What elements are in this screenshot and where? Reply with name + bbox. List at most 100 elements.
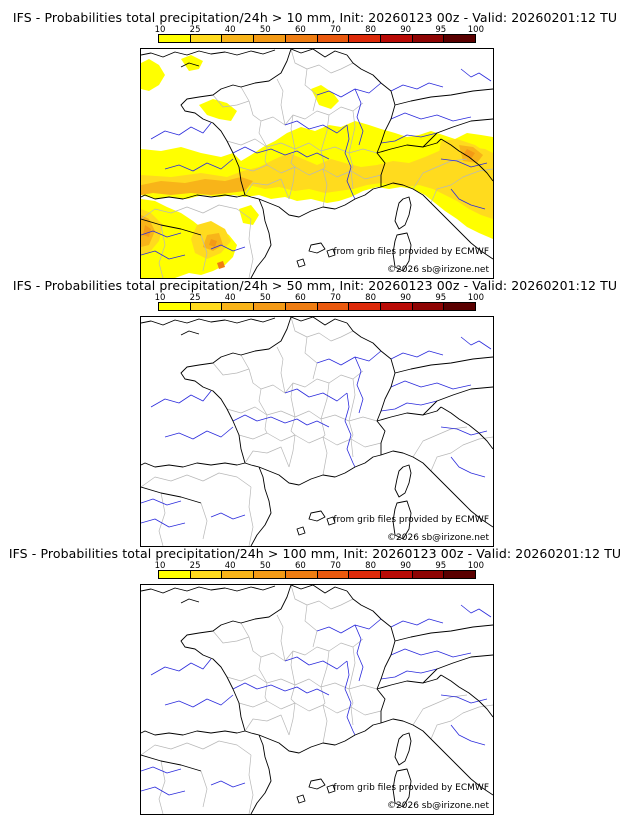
country-border — [141, 486, 202, 504]
scale-tick-label: 10 — [154, 293, 166, 303]
river — [450, 724, 486, 746]
region-boundary — [304, 336, 318, 380]
river — [232, 146, 330, 160]
country-border — [141, 218, 202, 236]
scale-color-segment — [380, 303, 413, 310]
scale-color-segment — [254, 571, 286, 578]
region-boundary — [288, 382, 296, 468]
scale-tick-label: 25 — [189, 293, 201, 303]
country-border — [394, 356, 493, 374]
scale-color-segment — [444, 35, 476, 42]
region-boundary — [226, 138, 378, 154]
scale-tick-label: 25 — [189, 561, 201, 571]
map-panel: from grib files provided by ECMWF ©2026 … — [140, 48, 494, 279]
river — [450, 456, 486, 478]
river — [354, 624, 364, 682]
river — [390, 618, 444, 628]
coastline — [250, 734, 272, 814]
scale-tick-label: 95 — [435, 293, 447, 303]
credit-source: from grib files provided by ECMWF — [333, 515, 489, 525]
river — [344, 660, 356, 736]
region-boundary — [141, 204, 252, 220]
scale-tick-label: 80 — [365, 25, 377, 35]
river — [380, 400, 438, 412]
country-border — [244, 462, 260, 468]
precip-area — [463, 149, 475, 159]
scale-tick-label: 50 — [259, 25, 271, 35]
island-coastline — [296, 258, 306, 268]
scale-color-segment — [254, 35, 286, 42]
region-boundary — [320, 650, 330, 744]
coastline — [180, 49, 292, 196]
river — [210, 780, 246, 788]
scale-tick-label: 10 — [154, 25, 166, 35]
scale-tick-label: 25 — [189, 25, 201, 35]
scale-color-segment — [222, 571, 255, 578]
coastline — [440, 406, 493, 450]
coastline — [180, 317, 292, 464]
river — [460, 336, 492, 350]
precip-area — [141, 199, 237, 278]
scale-color-segment — [222, 35, 255, 42]
river — [450, 188, 486, 210]
region-boundary — [258, 388, 268, 434]
coastline — [290, 585, 348, 594]
scale-tick-label: 100 — [467, 561, 485, 571]
region-boundary — [290, 49, 354, 74]
scale-tick-label: 40 — [224, 561, 236, 571]
scale-color-segment — [190, 303, 223, 310]
region-boundary — [200, 770, 208, 808]
region-boundary — [258, 120, 268, 166]
scale-color-segment — [159, 303, 191, 310]
river — [344, 392, 356, 468]
country-border — [244, 194, 260, 200]
river — [390, 112, 472, 122]
river — [460, 68, 492, 82]
region-boundary — [244, 178, 290, 200]
scale-color-segment — [412, 571, 445, 578]
river — [316, 82, 382, 98]
coastline — [380, 718, 493, 796]
scale-tick-label: 40 — [224, 25, 236, 35]
coastline — [250, 466, 272, 546]
precip-area — [181, 55, 203, 71]
region-boundary — [430, 436, 493, 472]
scale-bar — [158, 570, 476, 579]
country-border — [422, 386, 493, 416]
scale-color-segment — [285, 35, 318, 42]
scale-ticks: 10 25 40 50 60 70 80 90 95 100 — [154, 293, 484, 303]
region-boundary — [200, 502, 208, 540]
scale-color-segment — [349, 571, 381, 578]
island-coastline — [326, 784, 336, 794]
precip-area — [199, 99, 237, 121]
coastline — [250, 198, 272, 278]
scale-bar — [158, 302, 476, 311]
region-boundary — [348, 378, 356, 458]
river — [164, 158, 234, 172]
precip-area — [141, 147, 493, 219]
country-border — [346, 590, 396, 723]
island-coastline — [394, 464, 412, 498]
scale-color-segment — [444, 571, 476, 578]
country-border — [244, 730, 260, 736]
country-border — [376, 138, 442, 154]
color-scale: 10 25 40 50 60 70 80 90 95 100 — [155, 561, 484, 583]
scale-tick-label: 90 — [400, 561, 412, 571]
river — [141, 230, 182, 238]
scale-tick-label: 100 — [467, 25, 485, 35]
region-boundary — [158, 492, 166, 546]
credit-source: from grib files provided by ECMWF — [333, 783, 489, 793]
river — [460, 604, 492, 618]
river — [164, 426, 234, 440]
country-border — [141, 754, 202, 772]
coastline — [180, 62, 200, 68]
coastline — [380, 450, 493, 528]
country-border — [394, 88, 493, 106]
scale-color-segment — [444, 303, 476, 310]
scale-tick-label: 80 — [365, 293, 377, 303]
scale-tick-label: 100 — [467, 293, 485, 303]
river — [141, 518, 186, 528]
scale-tick-label: 60 — [294, 293, 306, 303]
island-coastline — [326, 516, 336, 526]
scale-tick-label: 95 — [435, 561, 447, 571]
